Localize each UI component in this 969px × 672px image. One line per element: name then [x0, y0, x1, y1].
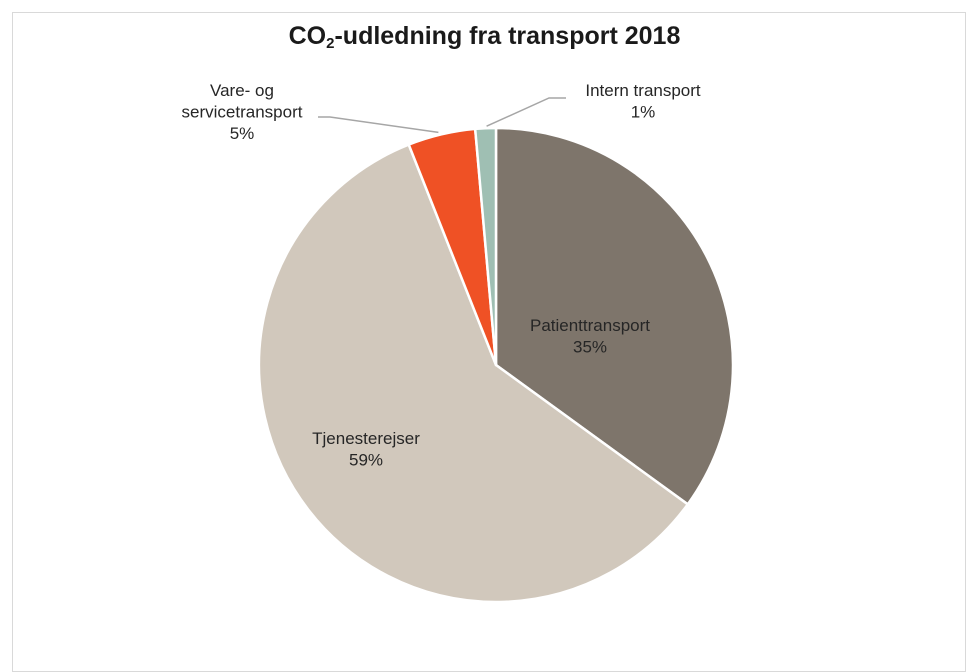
label-patienttransport: Patienttransport 35%: [530, 316, 650, 357]
slice-tjenesterejser: [257, 143, 689, 604]
label-vare-og-servicetransport: Vare- og servicetransport 5%: [182, 81, 303, 143]
leader-line-intern-transport: [486, 97, 566, 127]
pie-chart: Patienttransport 35% Tjenesterejser 59% Vare…: [182, 81, 735, 604]
chart-title-suffix: -udledning fra transport 2018: [334, 22, 681, 50]
chart-title: CO2-udledning fra transport 2018: [0, 22, 969, 52]
chart-title-prefix: CO: [288, 22, 327, 50]
label-intern-transport: Intern transport 1%: [585, 81, 701, 122]
slice-labels: Patienttransport 35% Tjenesterejser 59% Vare…: [182, 81, 701, 470]
leader-line-vare-og-servicetransport: [318, 116, 439, 134]
leader-lines: [318, 97, 566, 134]
chart-title-subscript: 2: [326, 35, 335, 52]
slice-patienttransport: [494, 126, 735, 506]
pie-slices: [257, 126, 735, 604]
slice-intern-transport: [473, 126, 498, 367]
label-tjenesterejser: Tjenesterejser 59%: [312, 429, 420, 470]
